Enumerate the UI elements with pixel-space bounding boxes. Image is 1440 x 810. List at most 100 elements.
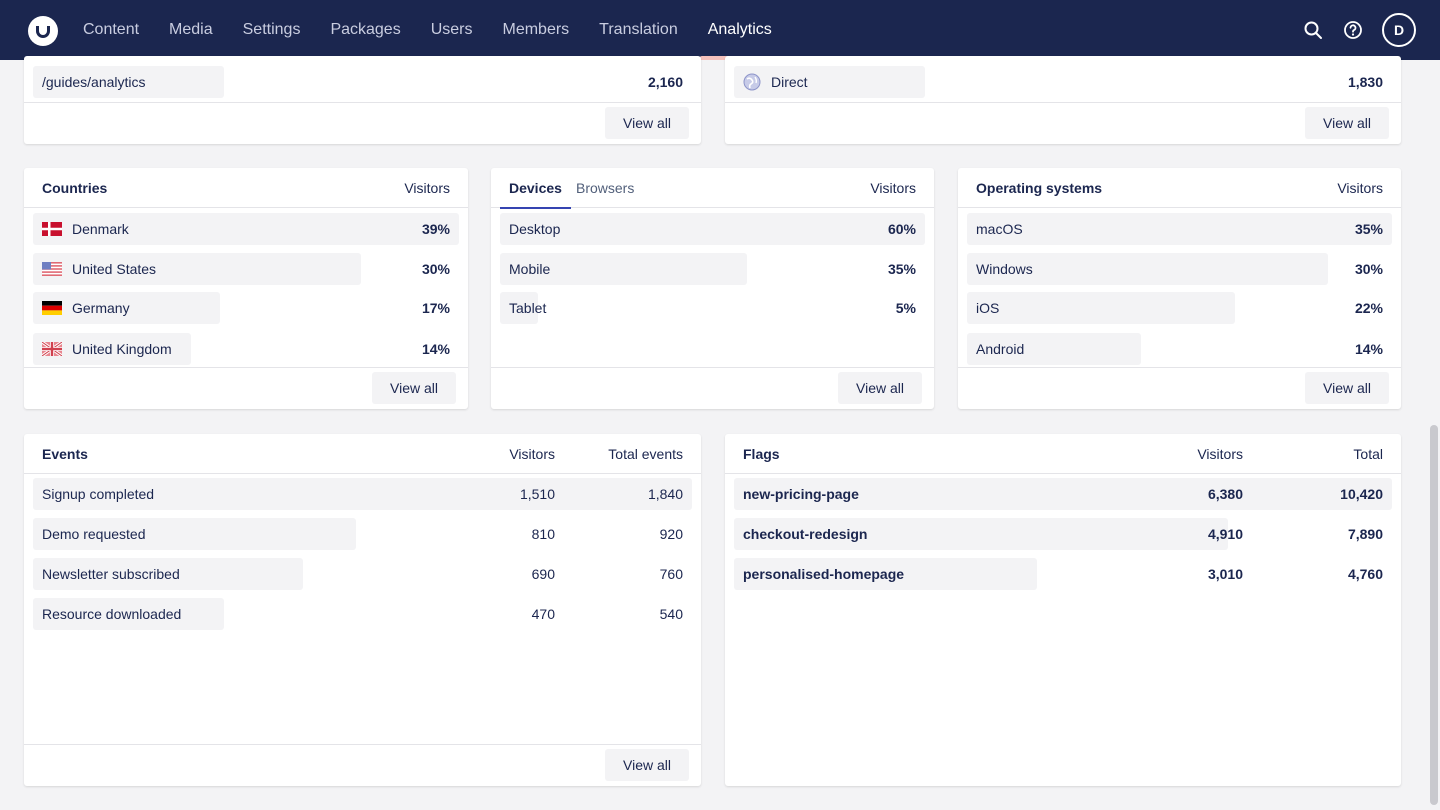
countries-card: Countries Visitors Denmark 39% United St… xyxy=(24,168,468,409)
row-bar xyxy=(33,478,692,510)
row-label: Android xyxy=(976,341,1025,357)
card-header: Flags Visitors Total xyxy=(725,434,1401,474)
row-label: /guides/analytics xyxy=(42,74,146,90)
row-value: 14% xyxy=(1354,341,1383,357)
view-all-button[interactable]: View all xyxy=(605,107,689,139)
list-item: Mobile 35% xyxy=(500,253,925,285)
row-label: Newsletter subscribed xyxy=(42,566,180,582)
umbraco-logo-icon[interactable] xyxy=(28,16,58,46)
list-item: Desktop 60% xyxy=(500,213,925,245)
row-bar xyxy=(500,253,747,285)
view-all-button[interactable]: View all xyxy=(605,749,689,781)
visitors-column-header: Visitors xyxy=(1337,180,1383,196)
row-visitors: 6,380 xyxy=(1207,486,1243,502)
row-visitors: 690 xyxy=(531,566,555,582)
row-label: personalised-homepage xyxy=(743,566,905,582)
row-value: 17% xyxy=(421,300,450,316)
row-bar xyxy=(500,213,925,245)
nav-analytics[interactable]: Analytics xyxy=(693,0,787,60)
row-value: 30% xyxy=(1354,261,1383,277)
row-label: Resource downloaded xyxy=(42,606,182,622)
table-row: Demo requested 810 920 xyxy=(33,518,692,550)
row-label: new-pricing-page xyxy=(743,486,859,502)
row-label-text: Direct xyxy=(771,74,808,90)
list-item: United States 30% xyxy=(33,253,459,285)
row-bar xyxy=(33,292,221,324)
tab-devices[interactable]: Devices xyxy=(500,168,571,209)
table-row: Signup completed 1,510 1,840 xyxy=(33,478,692,510)
card-header: Devices Browsers Visitors xyxy=(491,168,934,209)
uk-flag-icon xyxy=(42,342,62,356)
flags-card: Flags Visitors Total new-pricing-page 6,… xyxy=(725,434,1401,786)
nav-media[interactable]: Media xyxy=(169,21,213,38)
view-all-button[interactable]: View all xyxy=(1305,107,1389,139)
row-bar xyxy=(967,253,1329,285)
pages-card: /guides/analytics 2,160 View all xyxy=(24,56,701,144)
row-visitors: 470 xyxy=(531,606,555,622)
row-bar xyxy=(734,558,1037,590)
card-footer: View all xyxy=(24,102,701,144)
row-value: 30% xyxy=(421,261,450,277)
row-bar xyxy=(33,213,459,245)
nav-translation[interactable]: Translation xyxy=(599,21,678,38)
usa-flag-icon xyxy=(42,262,62,276)
row-value: 60% xyxy=(887,221,916,237)
card-footer: View all xyxy=(491,367,934,409)
row-label: Denmark xyxy=(42,213,129,245)
scrollbar-thumb[interactable] xyxy=(1430,425,1438,805)
list-item: Germany 17% xyxy=(33,292,459,324)
view-all-button[interactable]: View all xyxy=(1305,372,1389,404)
card-header: Countries Visitors xyxy=(24,168,468,208)
row-total: 7,890 xyxy=(1347,526,1383,542)
table-row: checkout-redesign 4,910 7,890 xyxy=(734,518,1392,550)
row-value: 1,830 xyxy=(1347,74,1383,90)
card-footer: View all xyxy=(24,744,701,786)
list-item: /guides/analytics 2,160 xyxy=(33,66,692,98)
row-total: 4,760 xyxy=(1347,566,1383,582)
nav-users[interactable]: Users xyxy=(430,21,473,38)
globe-icon xyxy=(743,73,761,91)
card-title: Flags xyxy=(743,445,780,462)
row-label: Mobile xyxy=(509,261,551,277)
row-bar xyxy=(967,292,1235,324)
row-value: 35% xyxy=(1354,221,1383,237)
view-all-button[interactable]: View all xyxy=(372,372,456,404)
row-value: 2,160 xyxy=(647,74,683,90)
table-row: personalised-homepage 3,010 4,760 xyxy=(734,558,1392,590)
row-visitors: 4,910 xyxy=(1207,526,1243,542)
row-label: Windows xyxy=(976,261,1033,277)
row-value: 14% xyxy=(421,341,450,357)
user-avatar[interactable]: D xyxy=(1382,13,1416,47)
row-total: 1,840 xyxy=(647,486,683,502)
row-total: 760 xyxy=(659,566,683,582)
list-item: Tablet 5% xyxy=(500,292,925,324)
row-bar xyxy=(33,558,304,590)
nav-settings[interactable]: Settings xyxy=(242,21,301,38)
row-label: Desktop xyxy=(509,221,561,237)
row-value: 39% xyxy=(421,221,450,237)
card-title: Countries xyxy=(42,179,108,196)
card-footer: View all xyxy=(24,367,468,409)
denmark-flag-icon xyxy=(42,222,62,236)
search-icon[interactable] xyxy=(1303,20,1323,40)
sources-card: Direct 1,830 View all xyxy=(725,56,1401,144)
visitors-column-header: Visitors xyxy=(1197,446,1243,462)
total-events-column-header: Total events xyxy=(608,446,683,462)
card-title: Events xyxy=(42,445,88,462)
view-all-button[interactable]: View all xyxy=(838,372,922,404)
row-value: 5% xyxy=(895,300,916,316)
row-label: checkout-redesign xyxy=(743,526,868,542)
help-icon[interactable] xyxy=(1343,20,1363,40)
row-total: 10,420 xyxy=(1340,486,1383,502)
table-row: new-pricing-page 6,380 10,420 xyxy=(734,478,1392,510)
row-bar xyxy=(33,598,225,630)
card-footer: View all xyxy=(725,102,1401,144)
nav-packages[interactable]: Packages xyxy=(330,21,401,38)
nav-content[interactable]: Content xyxy=(83,21,140,38)
top-navigation-bar: Content Media Settings Packages Users Me… xyxy=(0,0,1440,60)
nav-members[interactable]: Members xyxy=(502,21,570,38)
tab-browsers[interactable]: Browsers xyxy=(576,180,635,196)
row-total: 920 xyxy=(659,526,683,542)
germany-flag-icon xyxy=(42,301,62,315)
visitors-column-header: Visitors xyxy=(509,446,555,462)
